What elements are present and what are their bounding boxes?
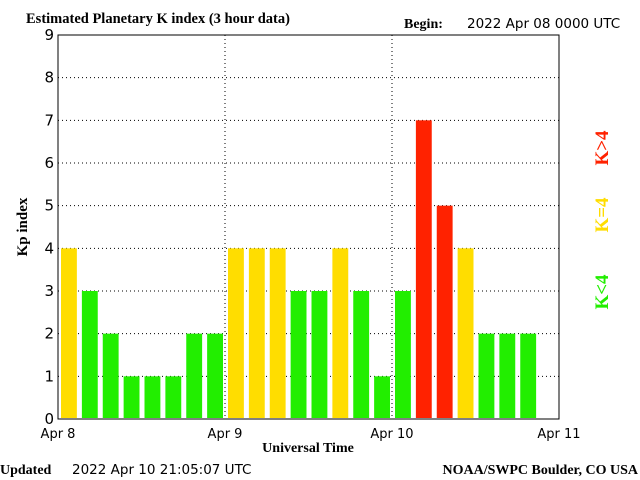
y-tick-label: 2: [44, 325, 54, 343]
x-tick-label: Apr 11: [537, 427, 580, 442]
kp-bar: [248, 248, 265, 418]
legend-above-4: K>4: [592, 130, 613, 166]
kp-bar: [395, 291, 411, 418]
kp-bar: [207, 333, 223, 418]
bar-series: [61, 120, 537, 418]
kp-bar: [228, 248, 244, 418]
legend-equal-4: K=4: [592, 197, 613, 233]
kp-bar: [61, 248, 77, 418]
kp-bar: [144, 376, 161, 418]
y-tick-label: 0: [44, 410, 54, 428]
legend-below-4: K<4: [592, 274, 613, 310]
updated-value: 2022 Apr 10 21:05:07 UTC: [72, 462, 251, 478]
plot-area: [57, 34, 560, 420]
kp-bar: [415, 120, 432, 418]
kp-bar: [269, 248, 286, 418]
kp-bar: [165, 376, 182, 418]
kp-bar: [123, 376, 140, 418]
y-tick-label: 1: [44, 367, 54, 385]
y-tick-label: 6: [44, 154, 54, 172]
y-tick-label: 3: [44, 282, 54, 300]
chart-title: Estimated Planetary K index (3 hour data…: [26, 11, 290, 27]
x-axis-label: Universal Time: [262, 441, 354, 456]
y-tick-label: 4: [44, 239, 54, 257]
y-tick-label: 8: [44, 69, 54, 87]
kp-bar: [478, 333, 495, 418]
kp-bar: [311, 291, 328, 418]
kp-bar: [520, 333, 537, 418]
kp-bar: [374, 376, 390, 418]
y-tick-label: 9: [44, 26, 54, 44]
kp-bar: [436, 205, 453, 418]
kp-bar: [81, 291, 98, 418]
begin-label: Begin:: [404, 17, 443, 32]
kp-bar: [186, 333, 203, 418]
x-tick-label: Apr 10: [370, 427, 413, 442]
grid-lines: [58, 35, 559, 419]
y-tick-label: 7: [44, 111, 54, 129]
kp-bar: [332, 248, 349, 418]
kp-bar: [457, 248, 474, 418]
begin-value: 2022 Apr 08 0000 UTC: [467, 16, 620, 32]
x-axis-ticks: Apr 8 Apr 9 Apr 10 Apr 11: [41, 427, 581, 442]
kp-bar: [499, 333, 516, 418]
credit-text: NOAA/SWPC Boulder, CO USA: [442, 463, 638, 478]
updated-label: Updated: [0, 463, 52, 478]
x-tick-label: Apr 9: [208, 427, 243, 442]
x-tick-label: Apr 8: [41, 427, 76, 442]
kp-bar: [290, 291, 307, 418]
y-axis-label: Kp index: [15, 197, 31, 256]
y-axis-ticks: 0 1 2 3 4 5 6 7 8 9: [44, 26, 54, 428]
kp-bar: [353, 291, 370, 418]
y-tick-label: 5: [44, 197, 54, 215]
kp-bar: [102, 333, 119, 418]
